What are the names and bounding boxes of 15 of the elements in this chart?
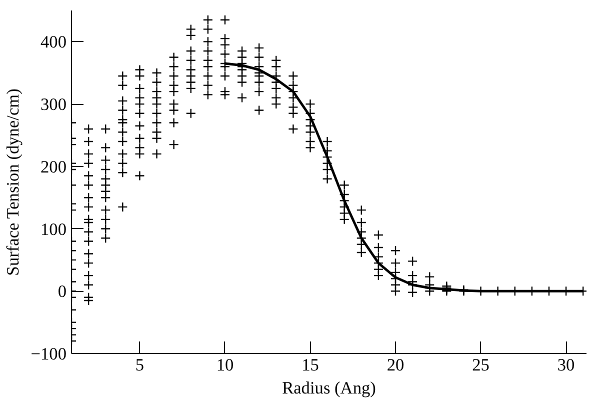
y-tick-label: 400 [40, 32, 67, 52]
x-tick-label: 15 [302, 356, 319, 374]
x-tick-label: 25 [472, 356, 490, 374]
x-tick-label: 30 [557, 356, 575, 374]
x-axis-title: Radius (Ang) [282, 378, 376, 398]
x-tick-label: 5 [135, 356, 144, 374]
y-tick-label: 200 [40, 157, 67, 176]
line-series [224, 62, 584, 292]
y-tick-label: 300 [40, 95, 67, 114]
y-tick-label: 0 [58, 282, 67, 302]
x-tick-label: 10 [216, 356, 234, 374]
y-axis-title: Surface Tension (dyne/cm) [4, 88, 23, 276]
y-tick-label: −100 [30, 344, 66, 364]
x-tick-label: 20 [386, 356, 404, 374]
y-tick-label: 100 [40, 220, 67, 239]
